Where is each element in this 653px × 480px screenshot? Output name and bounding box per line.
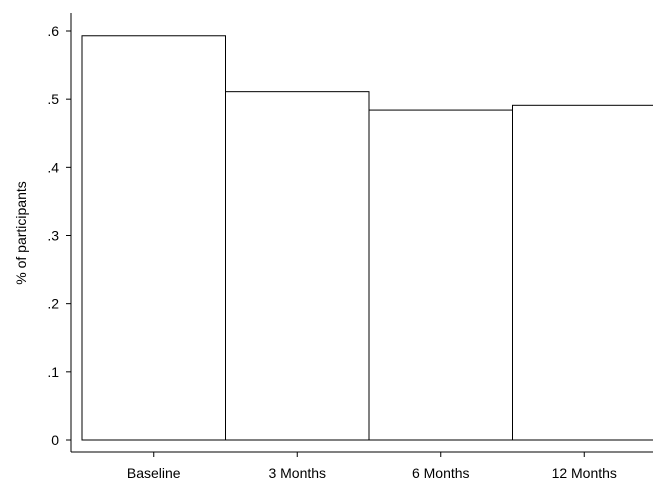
y-tick-label: .1 bbox=[47, 364, 59, 380]
x-category-label: 12 Months bbox=[552, 465, 617, 480]
y-tick-label: .2 bbox=[47, 296, 59, 312]
x-category-label: 3 Months bbox=[268, 465, 326, 480]
y-tick-label: .4 bbox=[47, 159, 59, 175]
y-axis: 0 .1 .2 .3 .4 .5 .6 bbox=[47, 13, 72, 452]
y-axis-title: % of participants bbox=[13, 181, 29, 285]
y-tick-label: .6 bbox=[47, 23, 59, 39]
y-tick-label: 0 bbox=[51, 432, 59, 448]
x-category-label: Baseline bbox=[127, 465, 181, 480]
x-axis: Baseline 3 Months 6 Months 12 Months bbox=[71, 451, 653, 480]
y-tick-label: .5 bbox=[47, 91, 59, 107]
bar-6-months bbox=[368, 109, 513, 441]
bars bbox=[81, 35, 653, 441]
y-tick-label: .3 bbox=[47, 228, 59, 244]
x-category-label: 6 Months bbox=[412, 465, 470, 480]
bar-3-months bbox=[225, 91, 370, 441]
bar-baseline bbox=[81, 35, 226, 441]
bar-12-months bbox=[512, 104, 653, 441]
